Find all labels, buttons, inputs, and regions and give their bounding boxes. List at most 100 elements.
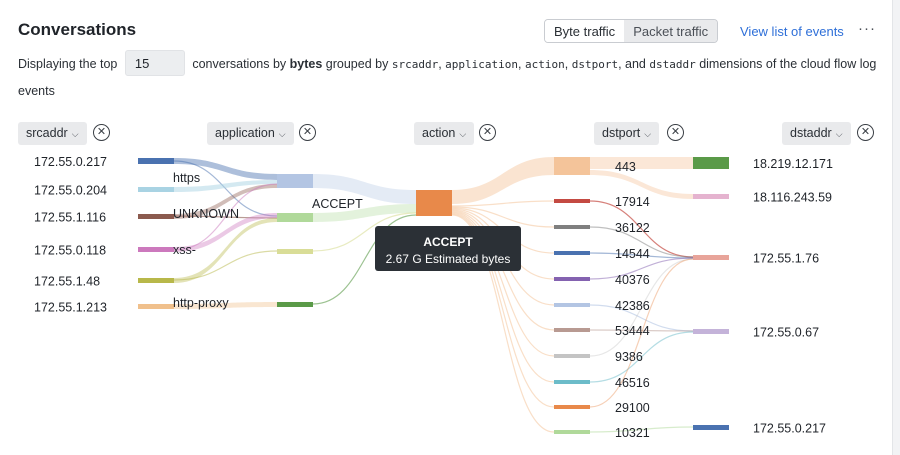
sankey-label-srcaddr: 172.55.0.204 — [34, 184, 107, 198]
sankey-link — [173, 250, 278, 281]
traffic-toggle[interactable]: Byte traffic Packet traffic — [544, 19, 719, 43]
sankey-link — [173, 183, 278, 251]
sankey-link — [313, 174, 416, 204]
sankey-node-dstport — [554, 328, 590, 332]
sankey-link — [451, 214, 555, 433]
sankey-link — [312, 214, 417, 305]
sankey-label-dstport: 9386 — [615, 350, 643, 364]
desc-middle: conversations by — [192, 57, 287, 71]
sankey-node-application — [277, 302, 313, 307]
desc-dim-action: action — [524, 58, 565, 71]
sankey-link — [590, 170, 693, 199]
sankey-link — [589, 329, 694, 332]
dimension-label: application — [215, 126, 275, 140]
sankey-label-srcaddr: 172.55.0.217 — [34, 155, 107, 169]
dimension-label: dstport — [602, 126, 641, 140]
sankey-node-srcaddr — [138, 247, 174, 252]
dimension-select-action[interactable]: action ⌵ — [414, 122, 475, 145]
sankey-label-application: xss- — [173, 243, 196, 257]
desc-prefix: Displaying the top — [18, 57, 118, 71]
desc-sep: , — [564, 57, 569, 71]
sankey-node-application — [277, 213, 313, 222]
sankey-node-dstaddr — [693, 194, 729, 199]
description: Displaying the top conversations by byte… — [18, 50, 878, 105]
sankey-link — [589, 257, 694, 280]
sankey-node-srcaddr — [138, 214, 174, 219]
sankey-label-dstaddr: 172.55.0.67 — [753, 326, 819, 340]
sankey-label-dstaddr: 172.55.1.76 — [753, 252, 819, 266]
dimension-select-application[interactable]: application ⌵ — [207, 122, 294, 145]
sankey-link — [451, 200, 555, 207]
desc-sep: , and — [618, 57, 646, 71]
sankey-label-dstport: 10321 — [615, 426, 650, 440]
sankey-label-dstport: 53444 — [615, 324, 650, 338]
sankey-labels: 172.55.0.217 172.55.0.204 172.55.1.116 172.… — [34, 155, 833, 440]
remove-dimension-icon[interactable]: ✕ — [299, 124, 316, 141]
sankey-label-dstport: 36122 — [615, 221, 650, 235]
sankey-nodes — [138, 157, 729, 434]
sankey-node-dstaddr — [693, 255, 729, 260]
tooltip: ACCEPT 2.67 G Estimated bytes — [375, 226, 521, 271]
sankey-link — [589, 258, 694, 357]
sankey-node-dstport — [554, 157, 590, 175]
sankey-label-srcaddr: 172.55.1.116 — [34, 211, 106, 225]
remove-dimension-icon[interactable]: ✕ — [479, 124, 496, 141]
sankey-link — [312, 212, 417, 252]
sankey-link — [174, 158, 277, 180]
sankey-label-dstport: 17914 — [615, 195, 650, 209]
desc-dim-dstaddr: dstaddr — [649, 58, 696, 71]
sankey-link — [174, 218, 277, 283]
sankey-link — [590, 157, 693, 169]
packet-traffic-option[interactable]: Packet traffic — [624, 20, 718, 42]
top-count-input[interactable] — [124, 50, 185, 77]
chevron-down-icon: ⌵ — [644, 129, 652, 139]
sankey-link — [451, 213, 555, 408]
sankey-link — [451, 206, 555, 228]
sankey-node-application — [277, 174, 313, 188]
view-list-of-events-link[interactable]: View list of events — [740, 24, 844, 39]
sankey-link — [589, 252, 694, 259]
dimension-label: dstaddr — [790, 126, 832, 140]
sankey-link — [589, 331, 694, 383]
dimension-label: action — [422, 126, 456, 140]
chevron-down-icon: ⌵ — [459, 129, 467, 139]
ellipsis-icon[interactable]: ··· — [858, 20, 876, 37]
sankey-link — [174, 184, 277, 219]
sankey-node-application — [277, 249, 313, 254]
sankey-label-dstaddr: 18.116.243.59 — [753, 191, 832, 205]
desc-dim-dstport: dstport — [571, 58, 619, 71]
sankey-label-application: UNKNOWN — [173, 207, 239, 221]
sankey-link — [174, 302, 277, 309]
chevron-down-icon: ⌵ — [278, 129, 286, 139]
sankey-label-dstport: 14544 — [615, 247, 650, 261]
sankey-link — [589, 226, 694, 258]
sankey-label-application: http-proxy — [173, 296, 229, 310]
remove-dimension-icon[interactable]: ✕ — [667, 124, 684, 141]
sankey-label-dstport: 42386 — [615, 299, 650, 313]
desc-grouped-by: grouped by — [325, 57, 389, 71]
sankey-link — [589, 426, 694, 433]
dimension-select-srcaddr[interactable]: srcaddr ⌵ — [18, 122, 87, 145]
remove-dimension-icon[interactable]: ✕ — [857, 124, 874, 141]
desc-sep: , — [518, 57, 522, 71]
sankey-link — [174, 180, 277, 192]
sankey-node-srcaddr — [138, 304, 174, 309]
sankey-node-srcaddr — [138, 278, 174, 283]
sankey-node-dstport — [554, 430, 590, 434]
sankey-node-dstaddr — [693, 329, 729, 334]
chevron-down-icon: ⌵ — [71, 129, 79, 139]
desc-metric: bytes — [289, 57, 323, 71]
sankey-link — [589, 304, 694, 332]
desc-sep: , — [438, 57, 442, 71]
sankey-link — [313, 204, 416, 222]
sankey-label-srcaddr: 172.55.1.213 — [34, 301, 107, 315]
dimension-select-dstaddr[interactable]: dstaddr ⌵ — [782, 122, 851, 145]
sankey-link — [173, 160, 278, 217]
remove-dimension-icon[interactable]: ✕ — [93, 124, 110, 141]
dimension-select-dstport[interactable]: dstport ⌵ — [594, 122, 660, 145]
sankey-label-srcaddr: 172.55.1.48 — [34, 275, 100, 289]
sankey-label-action: ACCEPT — [312, 197, 363, 211]
byte-traffic-option[interactable]: Byte traffic — [545, 20, 625, 42]
sankey-node-dstport — [554, 277, 590, 281]
